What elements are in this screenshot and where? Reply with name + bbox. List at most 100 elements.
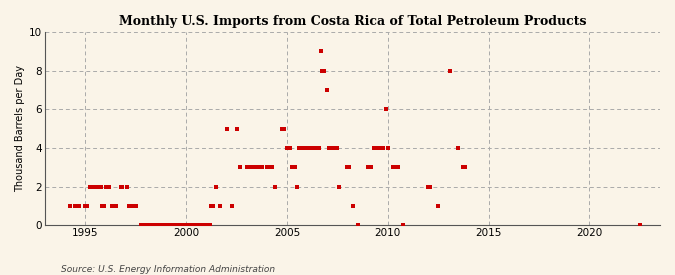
Point [184,223,195,227]
Point [189,223,200,227]
Point [369,146,380,150]
Point [330,146,341,150]
Point [297,146,308,150]
Point [332,146,343,150]
Point [458,165,469,169]
Point [307,146,318,150]
Point [198,223,209,227]
Point [181,223,192,227]
Point [82,204,92,208]
Point [634,223,645,227]
Point [80,204,91,208]
Point [90,184,101,189]
Point [261,165,272,169]
Point [103,184,114,189]
Point [130,204,141,208]
Point [122,184,133,189]
Point [263,165,274,169]
Point [124,204,134,208]
Point [302,146,313,150]
Point [97,204,107,208]
Point [241,165,252,169]
Point [156,223,167,227]
Point [344,165,354,169]
Point [352,223,363,227]
Point [226,204,237,208]
Point [172,223,183,227]
Point [201,223,212,227]
Point [86,184,97,189]
Point [248,165,259,169]
Point [215,204,225,208]
Point [376,146,387,150]
Point [373,146,383,150]
Point [109,204,119,208]
Point [265,165,275,169]
Point [192,223,203,227]
Point [374,146,385,150]
Point [285,146,296,150]
Point [364,165,375,169]
Point [139,223,150,227]
Point [88,184,99,189]
Point [159,223,170,227]
Point [205,223,215,227]
Point [167,223,178,227]
Point [221,126,232,131]
Point [377,146,388,150]
Point [164,223,175,227]
Point [313,146,324,150]
Point [298,146,309,150]
Point [174,223,185,227]
Point [460,165,470,169]
Point [453,146,464,150]
Point [245,165,256,169]
Point [74,204,84,208]
Point [202,223,213,227]
Title: Monthly U.S. Imports from Costa Rica of Total Petroleum Products: Monthly U.S. Imports from Costa Rica of … [119,15,587,28]
Point [300,146,311,150]
Point [100,184,111,189]
Point [169,223,180,227]
Point [147,223,158,227]
Point [208,204,219,208]
Point [253,165,264,169]
Point [162,223,173,227]
Point [342,165,353,169]
Point [325,146,336,150]
Point [389,165,400,169]
Point [270,184,281,189]
Point [136,223,146,227]
Point [129,204,140,208]
Point [171,223,182,227]
Point [161,223,171,227]
Point [445,68,456,73]
Point [235,165,246,169]
Point [151,223,161,227]
Point [317,68,327,73]
Point [323,146,334,150]
Point [256,165,267,169]
Point [94,184,105,189]
Point [95,184,106,189]
Point [102,184,113,189]
Point [423,184,433,189]
Point [278,126,289,131]
Point [362,165,373,169]
Y-axis label: Thousand Barrels per Day: Thousand Barrels per Day [15,65,25,192]
Point [371,146,381,150]
Point [144,223,155,227]
Point [154,223,165,227]
Point [381,107,392,111]
Point [107,204,117,208]
Point [191,223,202,227]
Point [70,204,81,208]
Point [366,165,377,169]
Point [152,223,163,227]
Point [288,165,299,169]
Point [383,146,394,150]
Point [333,184,344,189]
Point [176,223,186,227]
Point [292,184,302,189]
Point [188,223,198,227]
